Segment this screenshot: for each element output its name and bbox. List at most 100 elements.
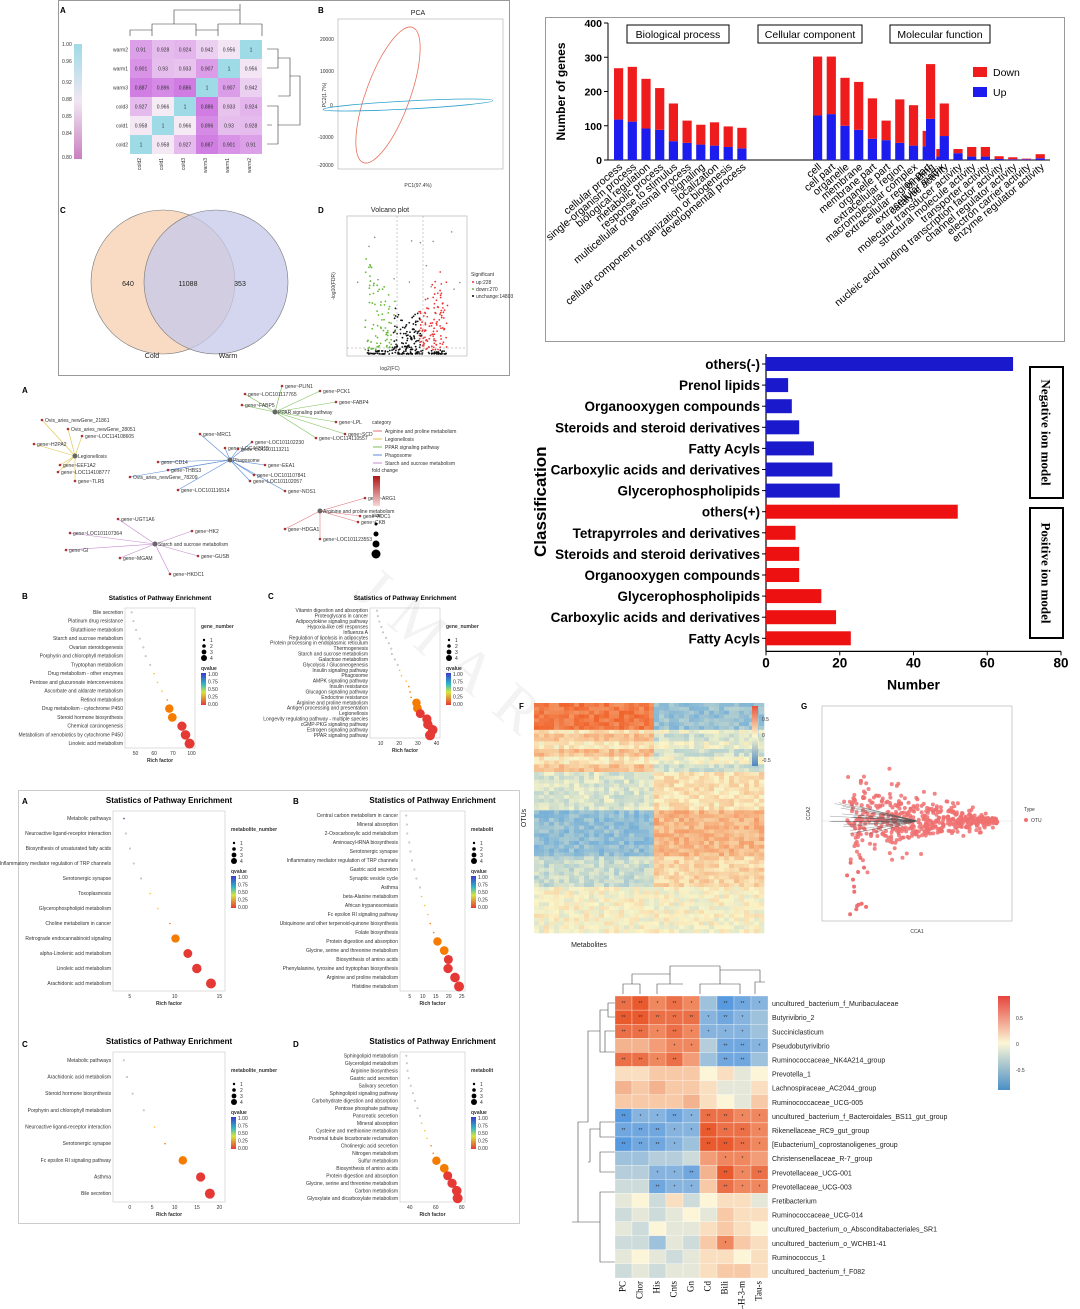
otu-cell bbox=[739, 703, 745, 708]
genus-scale-tick: 0 bbox=[1016, 1042, 1019, 1048]
volcano-point bbox=[438, 318, 441, 321]
volcano-point bbox=[439, 296, 442, 299]
genus-sig-mark: ** bbox=[724, 1170, 728, 1176]
genus-cell bbox=[682, 1080, 701, 1095]
otu-cell bbox=[614, 894, 620, 899]
otu-cell bbox=[639, 825, 645, 830]
volcano-point bbox=[383, 304, 386, 306]
volcano-point bbox=[390, 334, 392, 336]
otu-cell bbox=[759, 806, 765, 811]
volcano-point bbox=[370, 266, 373, 269]
otu-cell bbox=[554, 837, 560, 842]
otu-cell bbox=[604, 802, 610, 807]
otu-cell bbox=[604, 741, 610, 746]
enrichment-dot bbox=[406, 1069, 409, 1072]
otu-cell bbox=[754, 887, 760, 892]
otu-cell bbox=[664, 910, 670, 915]
genus-cell bbox=[716, 1207, 735, 1222]
otu-cell bbox=[754, 844, 760, 849]
otu-cell bbox=[674, 737, 680, 742]
otu-cell bbox=[714, 806, 720, 811]
otu-cell bbox=[539, 787, 545, 792]
otu-cell bbox=[544, 913, 550, 918]
network-label: gene~LOC101113211 bbox=[241, 447, 289, 453]
otu-cell bbox=[729, 929, 735, 934]
network-label: Ovis_aries_newGene_78209 bbox=[133, 475, 198, 481]
otu-cell bbox=[734, 706, 740, 711]
otu-cell bbox=[729, 906, 735, 911]
otu-cell bbox=[604, 910, 610, 915]
enrichment-row-label: Glycine, serine and threonine metabolism bbox=[306, 1181, 398, 1187]
genus-cell bbox=[631, 1221, 650, 1236]
volcano-point bbox=[439, 294, 442, 297]
otu-cell bbox=[614, 875, 620, 880]
volcano-point bbox=[416, 339, 418, 342]
volcano-point bbox=[426, 315, 429, 318]
enrichment-frame bbox=[369, 607, 441, 739]
genus-cell bbox=[614, 1038, 633, 1053]
otu-cell bbox=[724, 802, 730, 807]
otu-cell bbox=[649, 864, 655, 869]
genus-row-label: Christensenellaceae_R-7_group bbox=[772, 1156, 873, 1163]
otu-cell bbox=[679, 917, 685, 922]
corr-cell bbox=[218, 97, 240, 116]
network-node bbox=[363, 496, 367, 500]
otu-cell bbox=[589, 703, 595, 708]
enrichment-size-label: 1 bbox=[480, 841, 483, 847]
genus-sig-mark: * bbox=[759, 1043, 761, 1049]
enrichment-dot bbox=[130, 611, 133, 614]
otu-cell bbox=[639, 898, 645, 903]
otu-cell bbox=[564, 764, 570, 769]
volcano-point bbox=[428, 325, 431, 328]
otu-cell bbox=[759, 741, 765, 746]
volcano-point bbox=[368, 293, 371, 296]
genus-sig-mark: ** bbox=[622, 1128, 626, 1134]
corr-cell bbox=[174, 59, 196, 78]
otu-cell bbox=[579, 775, 585, 780]
otu-cell bbox=[729, 703, 735, 708]
otu-cell bbox=[719, 929, 725, 934]
otu-cell bbox=[539, 910, 545, 915]
otu-cell bbox=[534, 925, 540, 930]
otu-cell bbox=[589, 894, 595, 899]
otu-cell bbox=[564, 921, 570, 926]
otu-cell bbox=[689, 898, 695, 903]
otu-cell bbox=[704, 768, 710, 773]
otu-cell bbox=[579, 733, 585, 738]
volcano-point bbox=[441, 302, 444, 305]
cls-category-label: Glycerophospholipids bbox=[617, 484, 760, 499]
otu-cell bbox=[629, 841, 635, 846]
go-bar-down bbox=[682, 120, 692, 143]
otu-cell bbox=[549, 864, 555, 869]
otu-cell bbox=[699, 829, 705, 834]
otu-cell bbox=[544, 795, 550, 800]
otu-cell bbox=[579, 722, 585, 727]
cls-category-label: Tetrapyrroles and derivatives bbox=[573, 526, 760, 541]
otu-cell bbox=[679, 814, 685, 819]
otu-cell bbox=[604, 729, 610, 734]
enrichment-row-label: Glycolysis / Gluconeogenesis bbox=[303, 662, 369, 668]
otu-cell bbox=[624, 760, 630, 765]
otu-cell bbox=[659, 917, 665, 922]
otu-cell bbox=[649, 844, 655, 849]
otu-cell bbox=[539, 756, 545, 761]
otu-cell bbox=[624, 925, 630, 930]
otu-cell bbox=[684, 787, 690, 792]
otu-cell bbox=[659, 913, 665, 918]
otu-cell bbox=[569, 906, 575, 911]
enrichment-row-label: Choline metabolism in cancer bbox=[45, 921, 111, 927]
otu-cell bbox=[729, 902, 735, 907]
cca-point bbox=[851, 877, 856, 882]
otu-cell bbox=[759, 913, 765, 918]
genus-cell bbox=[631, 1193, 650, 1208]
otu-cell bbox=[704, 795, 710, 800]
otu-cell bbox=[609, 875, 615, 880]
enrichment-title: Statistics of Pathway Enrichment bbox=[106, 796, 233, 805]
otu-cell bbox=[724, 829, 730, 834]
otu-cell bbox=[549, 925, 555, 930]
otu-cell bbox=[604, 775, 610, 780]
volcano-point bbox=[425, 264, 428, 267]
enrichment-dot bbox=[451, 1185, 462, 1196]
otu-cell bbox=[534, 860, 540, 865]
